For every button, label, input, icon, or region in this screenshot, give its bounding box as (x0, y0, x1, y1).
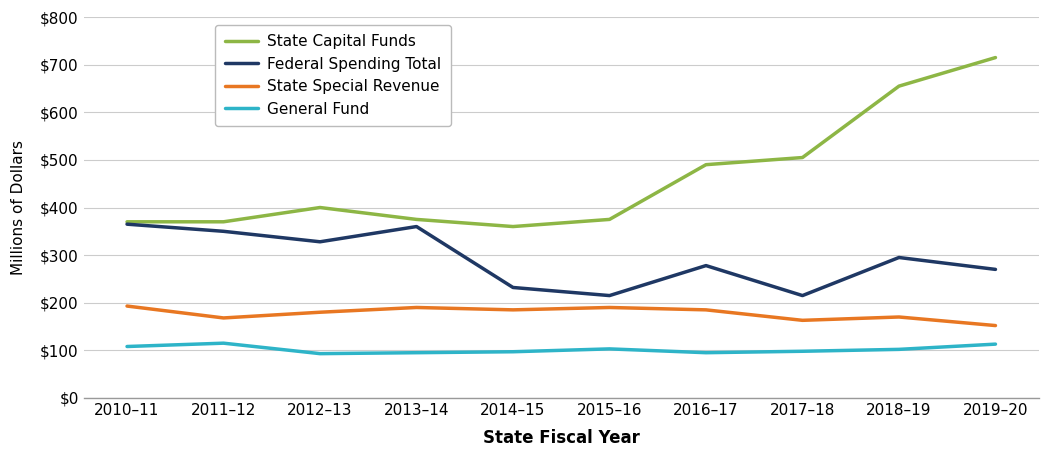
Federal Spending Total (796, 293, 808, 298)
General Fund (796, 349, 808, 354)
State Capital Funds (796, 155, 808, 160)
State Special Revenue (411, 305, 423, 310)
General Fund (121, 344, 133, 349)
Federal Spending Total (121, 221, 133, 227)
State Capital Funds (314, 205, 327, 210)
General Fund (217, 340, 230, 346)
Line: State Capital Funds: State Capital Funds (127, 58, 995, 227)
State Special Revenue (892, 314, 905, 320)
State Special Revenue (314, 310, 327, 315)
State Special Revenue (989, 323, 1002, 328)
State Capital Funds (121, 219, 133, 224)
State Special Revenue (121, 303, 133, 309)
Line: Federal Spending Total: Federal Spending Total (127, 224, 995, 295)
Federal Spending Total (507, 285, 520, 290)
State Capital Funds (217, 219, 230, 224)
Line: General Fund: General Fund (127, 343, 995, 354)
General Fund (411, 350, 423, 355)
State Capital Funds (507, 224, 520, 229)
State Capital Funds (411, 217, 423, 222)
Y-axis label: Millions of Dollars: Millions of Dollars (12, 140, 26, 275)
Federal Spending Total (411, 224, 423, 229)
State Special Revenue (603, 305, 615, 310)
Federal Spending Total (699, 263, 712, 268)
Federal Spending Total (989, 267, 1002, 272)
State Special Revenue (699, 307, 712, 313)
Federal Spending Total (314, 239, 327, 245)
General Fund (989, 341, 1002, 347)
Line: State Special Revenue: State Special Revenue (127, 306, 995, 326)
Federal Spending Total (217, 229, 230, 234)
State Capital Funds (989, 55, 1002, 60)
Federal Spending Total (603, 293, 615, 298)
General Fund (699, 350, 712, 355)
State Capital Funds (603, 217, 615, 222)
Legend: State Capital Funds, Federal Spending Total, State Special Revenue, General Fund: State Capital Funds, Federal Spending To… (215, 25, 450, 126)
State Special Revenue (507, 307, 520, 313)
General Fund (603, 346, 615, 352)
State Special Revenue (796, 317, 808, 323)
State Capital Funds (699, 162, 712, 168)
Federal Spending Total (892, 255, 905, 260)
General Fund (314, 351, 327, 356)
State Capital Funds (892, 83, 905, 89)
X-axis label: State Fiscal Year: State Fiscal Year (483, 429, 639, 447)
General Fund (892, 347, 905, 352)
State Special Revenue (217, 315, 230, 321)
General Fund (507, 349, 520, 354)
